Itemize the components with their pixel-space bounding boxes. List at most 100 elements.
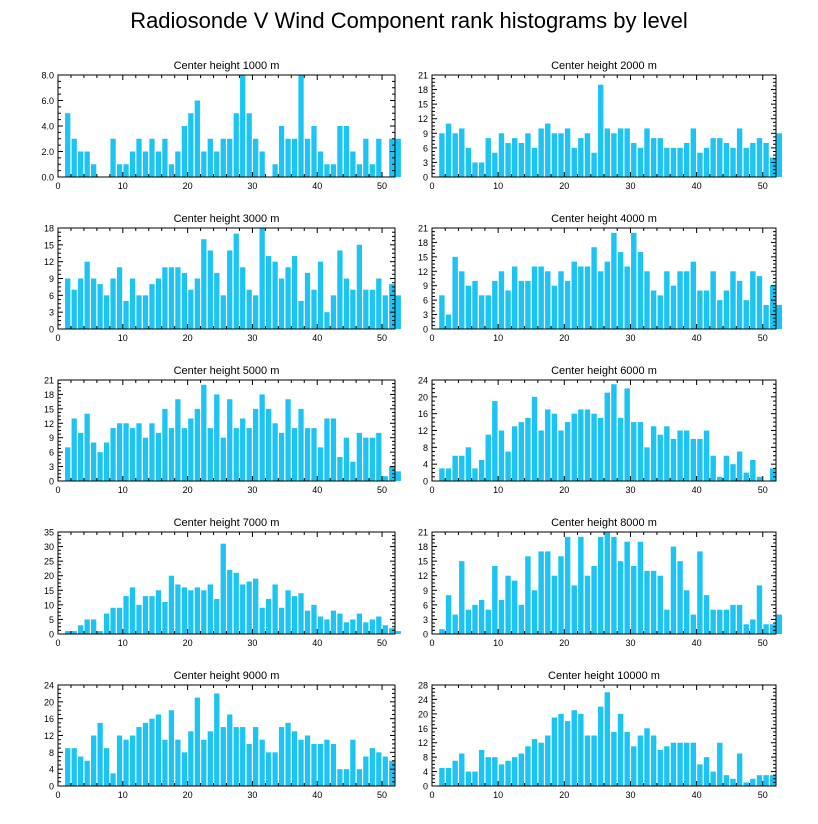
y-tick-label: 8.0 xyxy=(41,71,54,81)
bar xyxy=(337,250,343,329)
bar xyxy=(188,418,194,481)
bar xyxy=(116,423,123,481)
panel-title: Center height 3000 m xyxy=(174,213,280,225)
bar xyxy=(511,757,518,786)
bar xyxy=(472,604,478,634)
bar xyxy=(611,536,617,634)
bar xyxy=(201,384,207,481)
bar xyxy=(505,575,511,634)
bar xyxy=(253,295,259,329)
x-tick-label: 30 xyxy=(625,181,635,191)
bar xyxy=(304,610,311,634)
bar xyxy=(531,266,538,329)
bar xyxy=(683,143,690,177)
bar xyxy=(369,437,375,481)
bar xyxy=(531,396,538,481)
bar xyxy=(571,413,577,481)
bar xyxy=(564,536,571,634)
bar xyxy=(149,284,155,329)
bar xyxy=(657,295,663,329)
bar xyxy=(298,593,304,634)
bar xyxy=(65,748,71,786)
bar xyxy=(188,731,194,786)
bar xyxy=(233,572,239,634)
bar xyxy=(492,280,498,329)
bar xyxy=(214,272,220,329)
y-tick-label: 18 xyxy=(418,238,428,248)
bar xyxy=(518,422,525,481)
bar xyxy=(337,769,343,786)
bar xyxy=(324,739,330,786)
y-tick-label: 3 xyxy=(49,308,54,318)
bar xyxy=(330,610,337,634)
bar xyxy=(452,614,458,634)
bar xyxy=(395,631,401,634)
bar xyxy=(194,278,200,329)
bar xyxy=(717,742,723,786)
bar xyxy=(677,147,683,177)
bar xyxy=(730,778,736,786)
bar xyxy=(717,138,723,177)
bar xyxy=(240,75,246,177)
bar xyxy=(220,295,226,329)
bar xyxy=(168,164,175,177)
bar xyxy=(65,447,71,481)
y-tick-label: 24 xyxy=(418,376,428,386)
panel-title: Center height 5000 m xyxy=(174,365,280,377)
bar xyxy=(291,731,298,786)
bar xyxy=(492,566,498,634)
bar xyxy=(363,289,369,329)
bar xyxy=(511,138,518,177)
x-tick-label: 0 xyxy=(429,333,434,343)
bar xyxy=(103,748,110,786)
y-tick-label: 12 xyxy=(44,419,54,429)
bar xyxy=(311,604,317,634)
bar xyxy=(253,408,259,481)
x-tick-label: 40 xyxy=(692,790,702,800)
bar xyxy=(763,624,769,634)
bar xyxy=(162,267,168,329)
bar xyxy=(168,710,175,786)
bar xyxy=(697,551,703,634)
bar xyxy=(505,290,511,329)
bar xyxy=(644,447,650,481)
bar xyxy=(624,128,630,177)
bar xyxy=(571,710,577,786)
y-tick-label: 0 xyxy=(49,477,54,487)
bar xyxy=(736,280,743,329)
bar xyxy=(650,735,657,786)
bar xyxy=(259,607,265,634)
bar xyxy=(350,619,356,634)
y-tick-label: 0 xyxy=(49,325,54,335)
y-tick-label: 6.0 xyxy=(41,96,54,106)
bar xyxy=(664,746,670,786)
x-tick-label: 0 xyxy=(55,181,60,191)
bar xyxy=(551,575,558,634)
bar xyxy=(123,164,129,177)
bar xyxy=(259,151,265,177)
bar xyxy=(363,138,369,177)
bar xyxy=(756,476,763,481)
bar xyxy=(769,157,776,177)
bar xyxy=(142,596,149,634)
bar xyxy=(723,455,730,481)
bar xyxy=(168,428,175,481)
bar xyxy=(769,624,776,634)
bar xyxy=(551,717,558,786)
bar xyxy=(65,278,71,329)
y-tick-label: 4.0 xyxy=(41,122,54,132)
bar xyxy=(525,556,531,634)
bar xyxy=(175,267,181,329)
bar xyxy=(253,138,259,177)
y-tick-label: 16 xyxy=(418,724,428,734)
x-tick-label: 0 xyxy=(55,638,60,648)
bar xyxy=(65,113,71,177)
bar xyxy=(162,601,168,634)
bar xyxy=(214,151,220,177)
x-tick-label: 50 xyxy=(377,485,387,495)
bar xyxy=(110,138,116,177)
y-tick-label: 4 xyxy=(49,765,54,775)
panel-title: Center height 9000 m xyxy=(174,670,280,682)
bar xyxy=(657,749,663,786)
bar xyxy=(265,752,272,786)
